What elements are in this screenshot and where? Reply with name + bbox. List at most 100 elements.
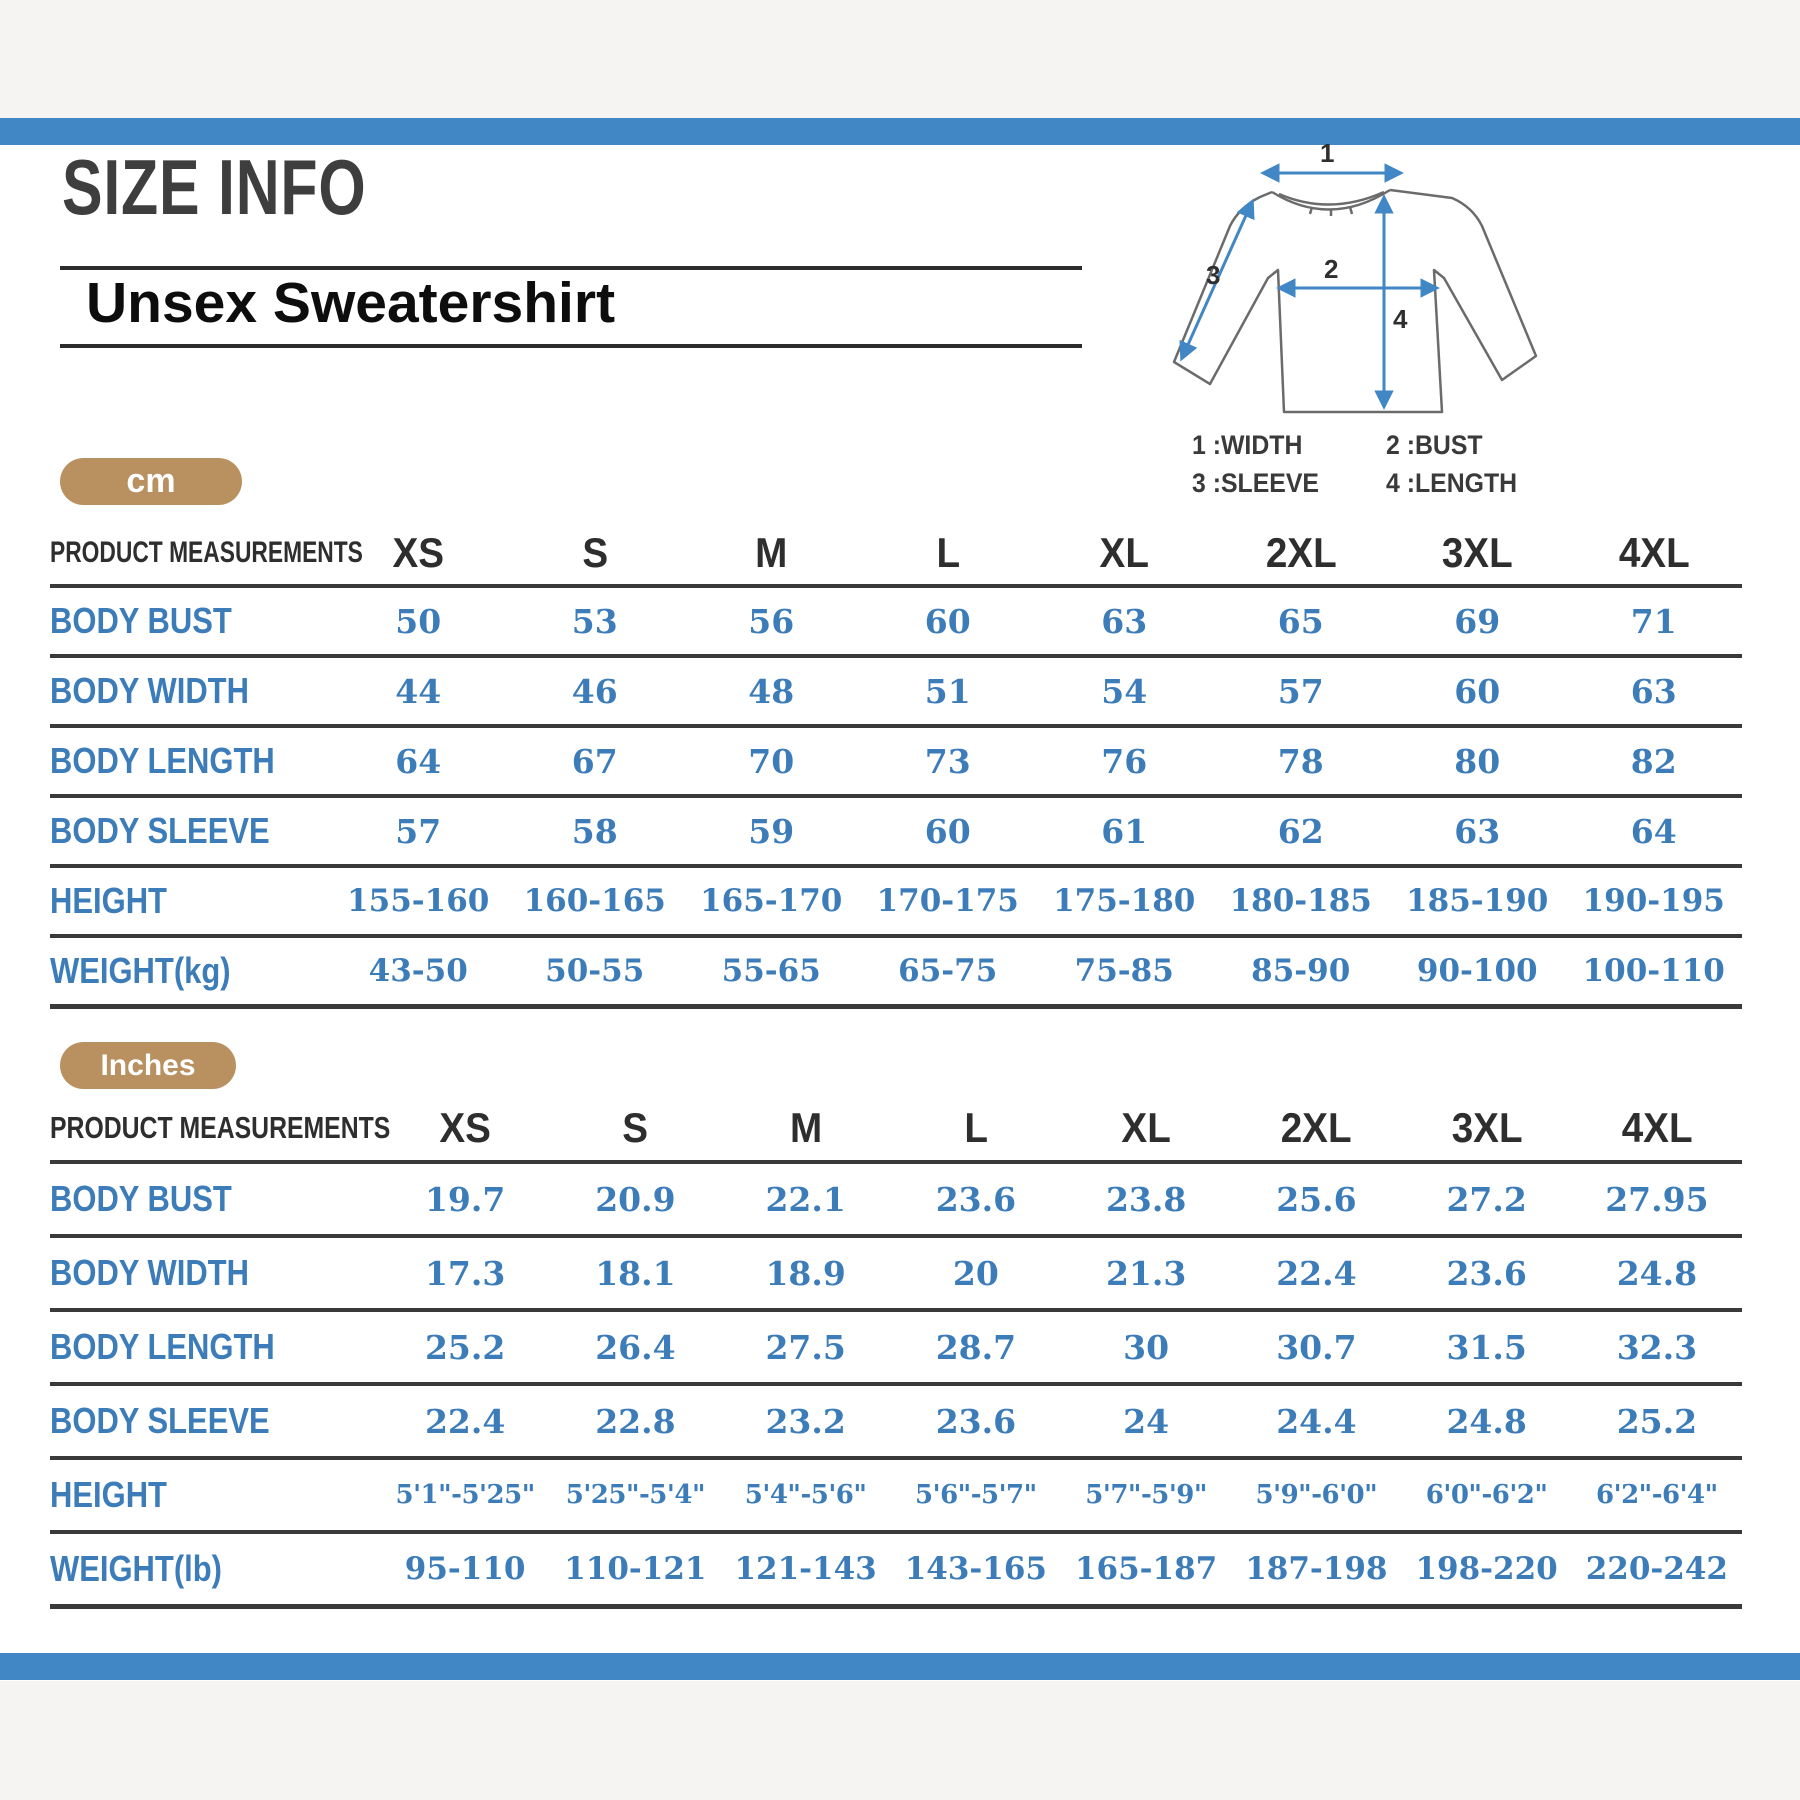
- table-row: BODY LENGTH 25.2 26.4 27.5 28.7 30 30.7 31.5 32.…: [50, 1308, 1742, 1382]
- cell-value: 23.8: [1105, 1179, 1187, 1219]
- row-label: BODY BUST: [50, 600, 232, 641]
- cell-value: 22.1: [765, 1179, 846, 1219]
- cell-value: 6'0"-6'2": [1425, 1480, 1548, 1510]
- table-header-row: PRODUCT MEASUREMENTS XS S M L XL 2XL 3XL 4XL: [50, 1096, 1742, 1160]
- cell-value: 85-90: [1251, 953, 1351, 989]
- cell-value: 5'9"-6'0": [1255, 1480, 1378, 1510]
- size-header-xs: XS: [439, 1104, 491, 1151]
- table-row: HEIGHT 155-160 160-165 165-170 170-175 175-18…: [50, 864, 1742, 934]
- cell-value: 60: [924, 811, 971, 851]
- cell-value: 48: [748, 671, 795, 711]
- table-header-row: PRODUCT MEASUREMENTS XS S M L XL 2XL 3XL 4XL: [50, 522, 1742, 584]
- row-label: BODY BUST: [50, 1178, 232, 1219]
- cell-value: 58: [571, 811, 618, 851]
- cell-value: 180-185: [1229, 883, 1372, 919]
- cell-value: 27.95: [1605, 1179, 1709, 1219]
- cell-value: 28.7: [935, 1327, 1017, 1367]
- cell-value: 71: [1630, 601, 1677, 641]
- cell-value: 121-143: [734, 1551, 877, 1587]
- cell-value: 5'7"-5'9": [1085, 1480, 1207, 1510]
- size-header-m: M: [789, 1104, 822, 1151]
- cell-value: 63: [1630, 671, 1677, 711]
- size-header-3xl: 3XL: [1451, 1104, 1523, 1151]
- cell-value: 5'6"-5'7": [915, 1480, 1037, 1510]
- cell-value: 5'25"-5'4": [565, 1480, 706, 1510]
- cell-value: 25.6: [1276, 1179, 1357, 1219]
- row-label: BODY LENGTH: [50, 1326, 275, 1367]
- cell-value: 76: [1101, 741, 1148, 781]
- table-row: BODY SLEEVE 57 58 59 60 61 62 63 64: [50, 794, 1742, 864]
- cell-value: 90-100: [1416, 953, 1538, 989]
- cell-value: 185-190: [1406, 883, 1549, 919]
- cell-value: 110-121: [564, 1551, 707, 1587]
- cell-value: 60: [924, 601, 971, 641]
- row-label: BODY SLEEVE: [50, 810, 270, 851]
- measurements-header: PRODUCT MEASUREMENTS: [50, 1110, 391, 1145]
- cell-value: 59: [748, 811, 795, 851]
- cell-value: 75-85: [1074, 953, 1174, 989]
- product-name: Unsex Sweatershirt: [86, 271, 616, 335]
- table-row: BODY BUST 19.7 20.9 22.1 23.6 23.8 25.6 27.2 27.…: [50, 1160, 1742, 1234]
- row-label: BODY LENGTH: [50, 740, 275, 781]
- table-row: BODY BUST 50 53 56 60 63 65 69 71: [50, 584, 1742, 654]
- cell-value: 46: [571, 671, 618, 711]
- sleeve-arrow-label: 3: [1206, 260, 1220, 290]
- cell-value: 57: [1277, 671, 1324, 711]
- cell-value: 220-242: [1585, 1551, 1729, 1587]
- cell-value: 155-160: [347, 883, 490, 919]
- size-header-l: L: [964, 1104, 988, 1151]
- bust-arrow-label: 2: [1324, 254, 1338, 284]
- cell-value: 43-50: [368, 953, 468, 989]
- row-label: BODY WIDTH: [50, 1252, 249, 1293]
- row-label: WEIGHT(lb): [50, 1548, 222, 1589]
- cell-value: 100-110: [1582, 953, 1725, 989]
- cell-value: 30.7: [1276, 1327, 1357, 1367]
- top-margin-band: [0, 0, 1800, 118]
- cell-value: 5'4"-5'6": [744, 1480, 867, 1510]
- cell-value: 65-75: [898, 953, 998, 989]
- cell-value: 57: [395, 811, 442, 851]
- cell-value: 6'2"-6'4": [1596, 1480, 1718, 1510]
- cell-value: 165-170: [700, 883, 843, 919]
- length-arrow-label: 4: [1393, 304, 1408, 334]
- divider-line-top: [60, 266, 1082, 270]
- cell-value: 95-110: [404, 1551, 526, 1587]
- measurements-header: PRODUCT MEASUREMENTS: [50, 536, 363, 569]
- size-header-xs: XS: [392, 529, 445, 576]
- cell-value: 24.8: [1616, 1253, 1698, 1293]
- cell-value: 165-187: [1074, 1551, 1218, 1587]
- cell-value: 5'1"-5'25": [395, 1480, 535, 1510]
- cell-value: 22.8: [595, 1401, 676, 1441]
- sweater-outline: [1172, 188, 1538, 414]
- cell-value: 22.4: [1276, 1253, 1357, 1293]
- cell-value: 69: [1454, 601, 1501, 641]
- size-header-m: M: [755, 529, 788, 576]
- cell-value: 64: [395, 741, 442, 781]
- table-row: HEIGHT 5'1"-5'25" 5'25"-5'4" 5'4"-5'6" 5'6"-…: [50, 1456, 1742, 1530]
- cell-value: 17.3: [424, 1253, 506, 1293]
- size-header-3xl: 3XL: [1441, 529, 1513, 576]
- legend-item-width: 1 :WIDTH: [1192, 430, 1303, 460]
- cell-value: 82: [1630, 741, 1677, 781]
- cell-value: 31.5: [1446, 1327, 1527, 1367]
- collar-inner-arc: [1278, 190, 1385, 206]
- legend-item-sleeve: 3 :SLEEVE: [1192, 468, 1320, 498]
- cell-value: 190-195: [1582, 883, 1725, 919]
- collar-outer-arc: [1271, 188, 1391, 211]
- cell-value: 73: [924, 741, 971, 781]
- cell-value: 63: [1454, 811, 1501, 851]
- cell-value: 50-55: [545, 953, 645, 989]
- cell-value: 26.4: [595, 1327, 676, 1367]
- top-accent-bar: [0, 118, 1800, 145]
- cell-value: 170-175: [876, 883, 1019, 919]
- diagram-legend: 1 :WIDTH 2 :BUST 3 :SLEEVE 4 :LENGTH: [1192, 430, 1529, 499]
- cell-value: 23.6: [1446, 1253, 1527, 1293]
- cell-value: 19.7: [424, 1179, 506, 1219]
- size-header-xl: XL: [1121, 1104, 1171, 1151]
- bottom-accent-bar: [0, 1653, 1800, 1680]
- legend-item-bust: 2 :BUST: [1386, 430, 1483, 460]
- divider-line-bottom: [60, 344, 1082, 348]
- cell-value: 143-165: [904, 1551, 1048, 1587]
- sweater-diagram: 1 2 3 4: [1172, 138, 1538, 414]
